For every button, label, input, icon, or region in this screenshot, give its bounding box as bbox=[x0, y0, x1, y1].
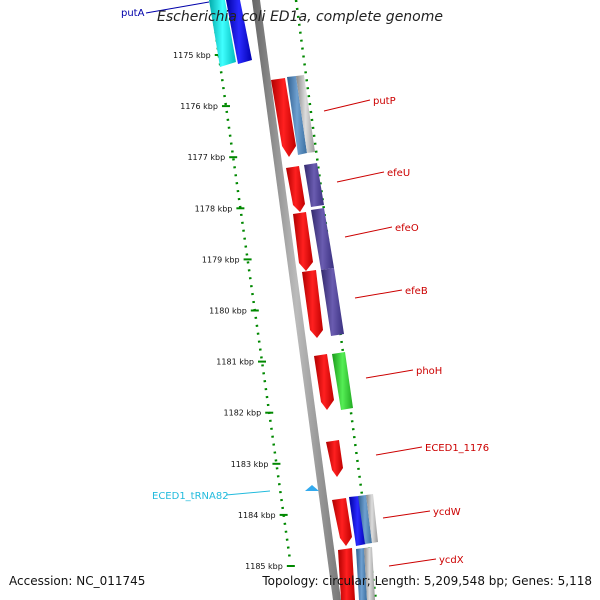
cog-steel-ycdw bbox=[358, 495, 372, 544]
callout-eced1-1176 bbox=[375, 446, 423, 456]
genome-backbone bbox=[252, 0, 341, 600]
callout-putp bbox=[323, 99, 371, 112]
cog-green-phoh bbox=[332, 352, 353, 410]
label-phoh: phoH bbox=[416, 366, 442, 377]
label-putp: putP bbox=[373, 96, 396, 107]
callout-ycdx bbox=[388, 558, 437, 567]
gene-phoh bbox=[314, 354, 334, 410]
kbp-label: 1178 kbp bbox=[195, 204, 233, 213]
genome-summary-text: Topology: circular; Length: 5,209,548 bp… bbox=[262, 574, 592, 588]
gene-efeu bbox=[286, 166, 305, 212]
cog-purple-efeu bbox=[304, 163, 324, 207]
kbp-label: 1185 kbp bbox=[245, 562, 283, 571]
callout-ycdw bbox=[382, 510, 431, 519]
cog-gray-putp bbox=[296, 75, 315, 153]
kbp-label: 1176 kbp bbox=[180, 102, 218, 111]
callout-efeb bbox=[354, 289, 403, 299]
kbp-label: 1179 kbp bbox=[202, 255, 240, 264]
label-ycdx: ycdX bbox=[439, 555, 464, 566]
gene-cyan-top bbox=[209, 0, 236, 67]
label-efeu: efeU bbox=[387, 168, 410, 179]
gene-ycdw bbox=[332, 498, 352, 546]
kbp-label: 1183 kbp bbox=[231, 460, 269, 469]
cog-steel-putp bbox=[287, 76, 307, 155]
gene-puta bbox=[226, 0, 252, 64]
gene-efeb bbox=[302, 270, 323, 338]
kbp-label: 1175 kbp bbox=[173, 51, 211, 60]
label-eced1-trna82: ECED1_tRNA82 bbox=[152, 491, 229, 502]
cog-gray-ycdw bbox=[366, 494, 378, 543]
label-ycdw: ycdW bbox=[433, 507, 461, 518]
label-efeb: efeB bbox=[405, 286, 428, 297]
callout-phoh bbox=[365, 369, 414, 379]
label-eced1-1176: ECED1_1176 bbox=[425, 443, 489, 454]
map-title: Escherichia coli ED1a, complete genome bbox=[157, 9, 443, 25]
kbp-label: 1184 kbp bbox=[238, 511, 276, 520]
gene-efeo bbox=[293, 212, 313, 271]
callout-trna bbox=[225, 490, 271, 496]
label-puta: putA bbox=[121, 8, 145, 19]
kbp-label: 1182 kbp bbox=[224, 409, 262, 418]
cog-blue-ycdw bbox=[349, 496, 366, 546]
kbp-ruler: 1175 kbp 1176 kbp 1177 kbp 1178 kbp 1179 kbp… bbox=[173, 51, 295, 571]
callout-efeo bbox=[344, 226, 393, 238]
cog-purple-efeo bbox=[311, 208, 334, 270]
cog-purple-efeb bbox=[321, 268, 344, 336]
accession-text: Accession: NC_011745 bbox=[9, 574, 146, 588]
callout-puta bbox=[145, 1, 210, 14]
label-efeo: efeO bbox=[395, 223, 419, 234]
gene-ycdx bbox=[338, 548, 355, 600]
cog-gray-ycdx bbox=[364, 547, 375, 600]
trna-marker bbox=[305, 485, 319, 491]
kbp-label: 1180 kbp bbox=[209, 307, 247, 316]
callout-efeu bbox=[336, 171, 385, 183]
kbp-label: 1177 kbp bbox=[187, 153, 225, 162]
gene-eced1-1176 bbox=[326, 440, 343, 477]
kbp-label: 1181 kbp bbox=[216, 358, 254, 367]
gene-putp bbox=[271, 78, 296, 157]
cog-steel-ycdx bbox=[356, 548, 367, 600]
